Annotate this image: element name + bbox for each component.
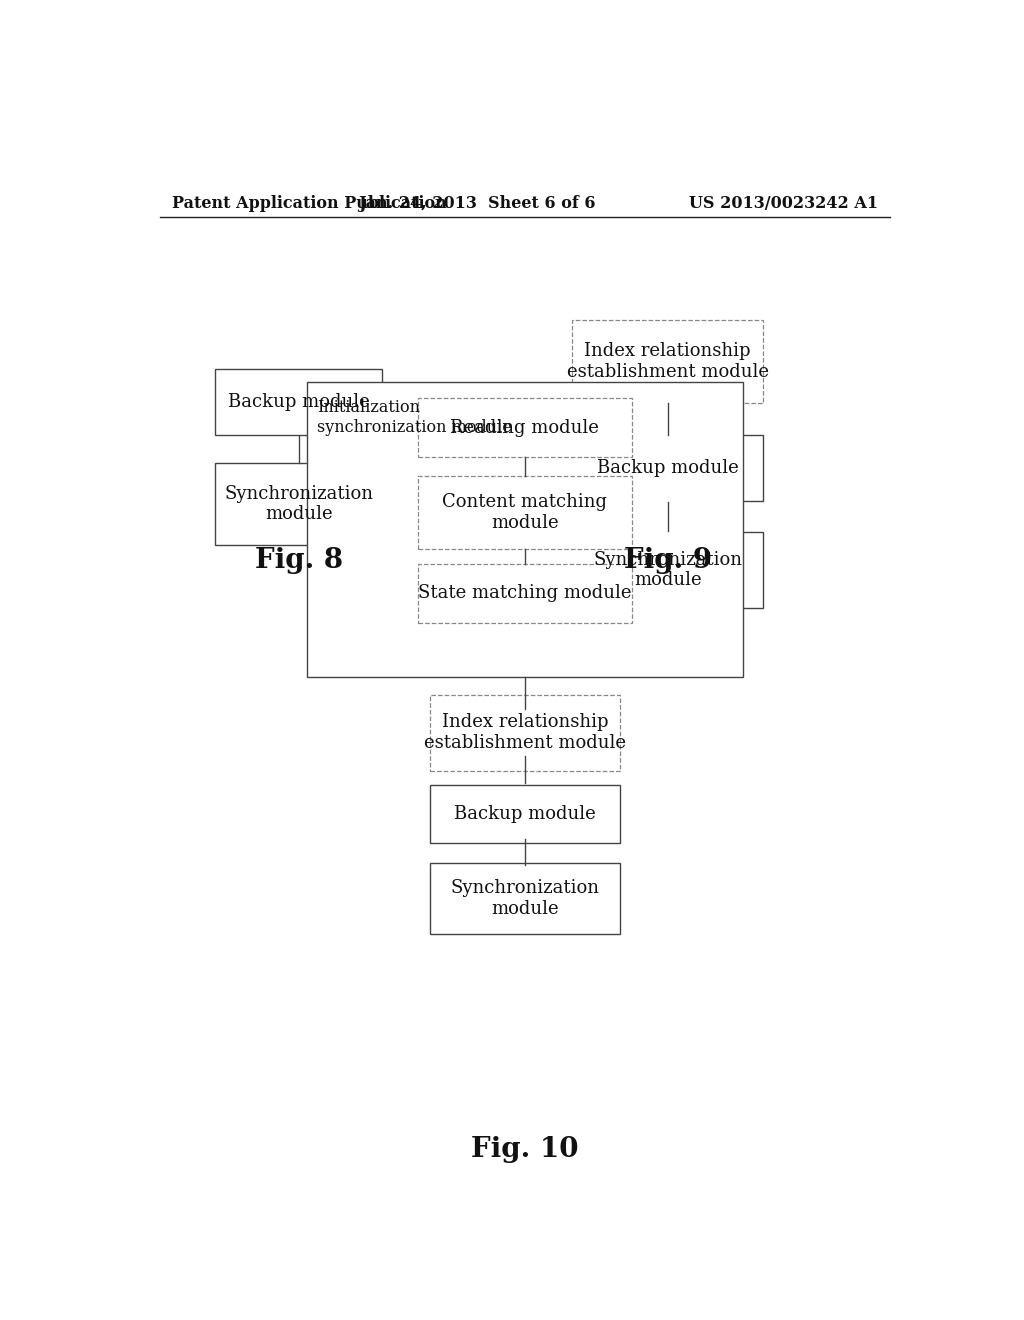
Text: Backup module: Backup module: [597, 459, 738, 478]
Text: Backup module: Backup module: [454, 805, 596, 822]
FancyBboxPatch shape: [430, 863, 620, 935]
Text: Synchronization
module: Synchronization module: [593, 550, 742, 590]
FancyBboxPatch shape: [306, 381, 743, 677]
FancyBboxPatch shape: [430, 784, 620, 843]
Text: Initialization
synchronization module: Initialization synchronization module: [316, 399, 512, 436]
Text: Fig. 9: Fig. 9: [624, 546, 712, 574]
FancyBboxPatch shape: [418, 475, 632, 549]
Text: Content matching
module: Content matching module: [442, 492, 607, 532]
Text: Patent Application Publication: Patent Application Publication: [172, 194, 446, 211]
FancyBboxPatch shape: [418, 564, 632, 623]
Text: State matching module: State matching module: [418, 585, 632, 602]
FancyBboxPatch shape: [215, 463, 382, 545]
FancyBboxPatch shape: [572, 532, 763, 609]
Text: Synchronization
module: Synchronization module: [451, 879, 599, 917]
Text: US 2013/0023242 A1: US 2013/0023242 A1: [689, 194, 878, 211]
Text: Index relationship
establishment module: Index relationship establishment module: [424, 713, 626, 752]
Text: Synchronization
module: Synchronization module: [224, 484, 373, 523]
Text: Fig. 8: Fig. 8: [255, 546, 343, 574]
FancyBboxPatch shape: [572, 436, 763, 502]
Text: Backup module: Backup module: [227, 393, 370, 412]
FancyBboxPatch shape: [572, 319, 763, 404]
Text: Reading module: Reading module: [451, 418, 599, 437]
FancyBboxPatch shape: [215, 370, 382, 436]
FancyBboxPatch shape: [430, 694, 620, 771]
FancyBboxPatch shape: [418, 399, 632, 457]
Text: Fig. 10: Fig. 10: [471, 1137, 579, 1163]
Text: Index relationship
establishment module: Index relationship establishment module: [566, 342, 769, 381]
Text: Jan. 24, 2013  Sheet 6 of 6: Jan. 24, 2013 Sheet 6 of 6: [358, 194, 596, 211]
